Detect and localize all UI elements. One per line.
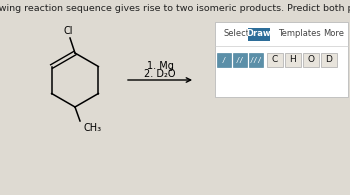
Text: ///: /// bbox=[250, 57, 262, 63]
Text: 2. D₂O: 2. D₂O bbox=[144, 69, 176, 79]
Bar bbox=[217, 53, 231, 67]
Text: //: // bbox=[236, 57, 244, 63]
Text: Cl: Cl bbox=[63, 26, 73, 36]
Bar bbox=[321, 53, 337, 67]
Bar bbox=[303, 53, 319, 67]
Text: H: H bbox=[290, 56, 296, 65]
Text: More: More bbox=[323, 29, 344, 38]
Text: The following reaction sequence gives rise to two isomeric products. Predict bot: The following reaction sequence gives ri… bbox=[0, 4, 350, 13]
Text: D: D bbox=[326, 56, 332, 65]
Text: Templates: Templates bbox=[278, 29, 321, 38]
Text: CH₃: CH₃ bbox=[83, 123, 101, 133]
Text: /: / bbox=[222, 57, 226, 63]
Text: 1. Mg: 1. Mg bbox=[147, 61, 174, 71]
Bar bbox=[285, 53, 301, 67]
Bar bbox=[249, 53, 263, 67]
Bar bbox=[248, 27, 270, 41]
Bar bbox=[215, 22, 348, 97]
Text: Select: Select bbox=[223, 29, 249, 38]
Text: Draw: Draw bbox=[247, 29, 271, 38]
Bar bbox=[267, 53, 283, 67]
Text: C: C bbox=[272, 56, 278, 65]
Bar bbox=[233, 53, 247, 67]
Text: O: O bbox=[308, 56, 315, 65]
